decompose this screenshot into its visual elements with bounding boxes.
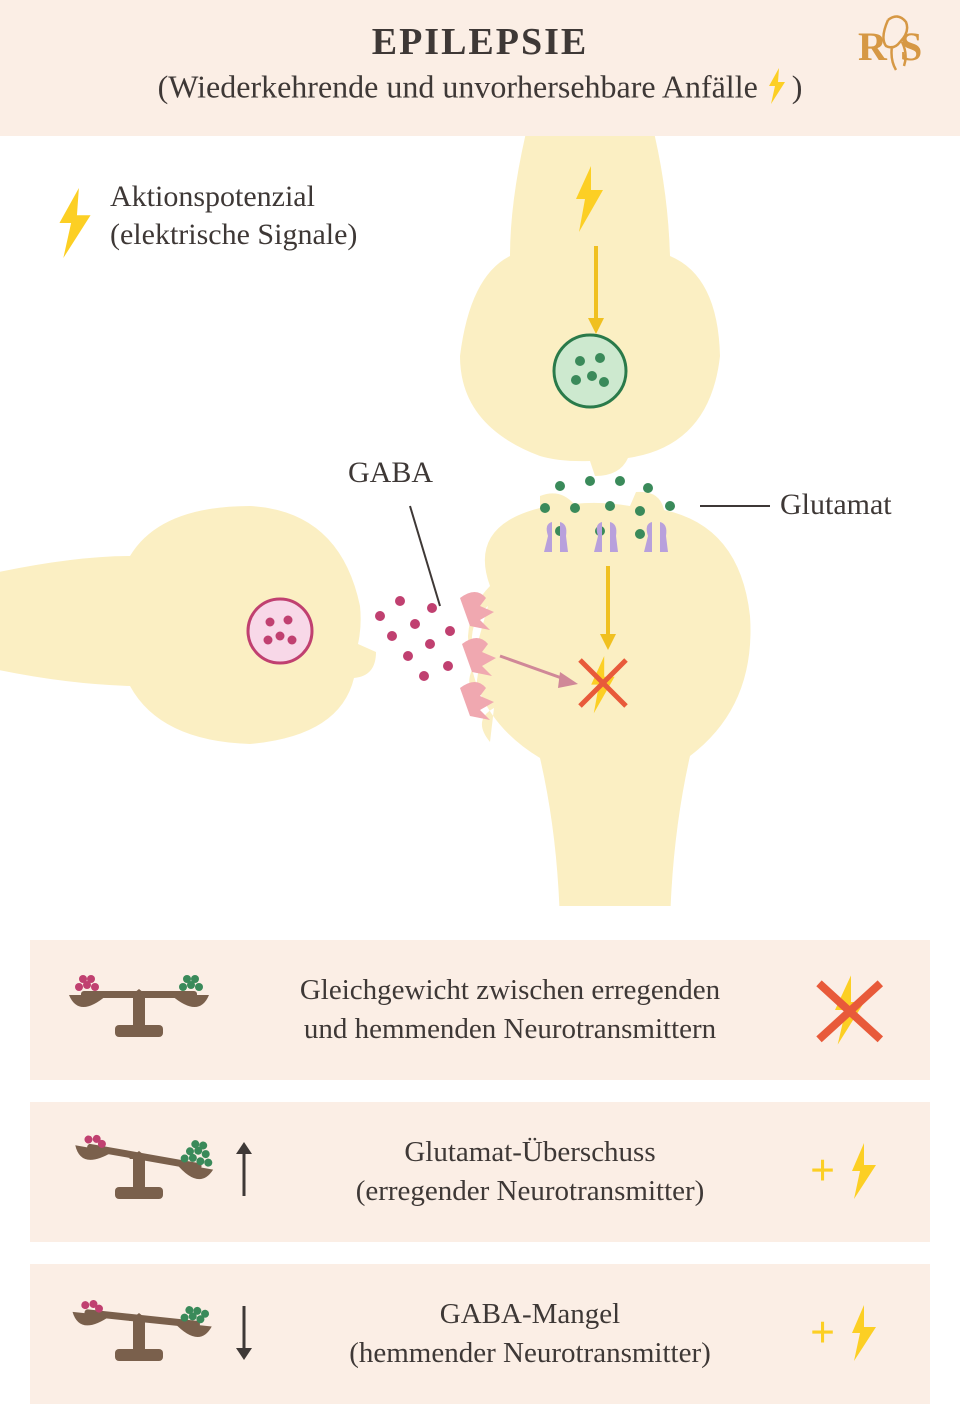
arrow-up-icon xyxy=(224,1140,264,1205)
plus-bolt-icon: + xyxy=(796,1137,906,1207)
synapse-diagram: Aktionspotenzial (elektrische Signale) xyxy=(0,136,960,906)
scale-left-light-icon xyxy=(54,1279,224,1389)
header: EPILEPSIE (Wiederkehrende und unvorherse… xyxy=(0,0,960,136)
subtitle-post: ) xyxy=(792,68,803,104)
panel-glutamat-excess: Glutamat-Überschuss (erregender Neurotra… xyxy=(30,1102,930,1242)
plus-bolt-icon: + xyxy=(796,1299,906,1369)
panel-text: Glutamat-Überschuss (erregender Neurotra… xyxy=(264,1133,796,1211)
panel-text: Gleichgewicht zwischen erregenden und he… xyxy=(224,971,796,1049)
crossed-bolt-icon xyxy=(796,970,906,1050)
page-title: EPILEPSIE xyxy=(0,20,960,64)
scale-balanced-icon xyxy=(54,955,224,1065)
page-subtitle: (Wiederkehrende und unvorhersehbare Anfä… xyxy=(0,68,960,112)
svg-text:+: + xyxy=(810,1308,835,1357)
panel-balance: Gleichgewicht zwischen erregenden und he… xyxy=(30,940,930,1080)
logo: R S xyxy=(850,10,940,91)
label-gaba: GABA xyxy=(348,456,433,490)
arrow-down-icon xyxy=(224,1302,264,1367)
panel-gaba-deficit: GABA-Mangel (hemmender Neurotransmitter)… xyxy=(30,1264,930,1404)
info-panels: Gleichgewicht zwischen erregenden und he… xyxy=(30,940,930,1404)
scale-right-heavy-icon xyxy=(54,1117,224,1227)
label-glutamat: Glutamat xyxy=(780,488,892,522)
subtitle-pre: (Wiederkehrende und unvorhersehbare Anfä… xyxy=(158,68,758,104)
panel-text: GABA-Mangel (hemmender Neurotransmitter) xyxy=(264,1295,796,1373)
svg-text:+: + xyxy=(810,1146,835,1195)
bolt-icon xyxy=(762,68,792,112)
